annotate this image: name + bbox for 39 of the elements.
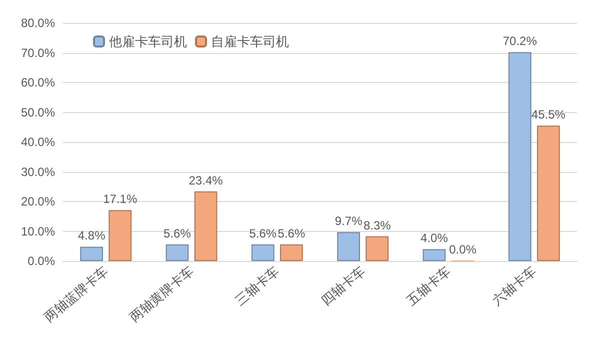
data-label: 23.4% xyxy=(188,173,224,188)
x-tick-label: 两轴黄牌卡车 xyxy=(126,263,196,325)
legend-label: 自雇卡车司机 xyxy=(211,34,289,49)
x-tick-label: 六轴卡车 xyxy=(490,263,539,308)
data-label: 0.0% xyxy=(449,242,477,256)
y-tick-label: 70.0% xyxy=(20,46,56,60)
data-label: 8.3% xyxy=(363,218,392,232)
y-tick-label: 20.0% xyxy=(20,194,56,208)
x-tick-label: 四轴卡车 xyxy=(318,263,368,308)
y-tick-label: 0.0% xyxy=(28,254,56,268)
legend-label: 他雇卡车司机 xyxy=(109,34,187,49)
bar xyxy=(194,191,218,261)
data-label: 5.6% xyxy=(164,226,192,240)
y-tick-label: 50.0% xyxy=(20,105,56,120)
bar xyxy=(366,236,389,261)
bar xyxy=(108,210,132,261)
data-label: 70.2% xyxy=(502,34,538,48)
bar xyxy=(251,244,274,261)
bar xyxy=(537,126,560,261)
x-tick-label: 五轴卡车 xyxy=(404,263,454,308)
bar xyxy=(280,244,303,261)
y-tick-label: 30.0% xyxy=(20,164,56,179)
bar xyxy=(166,244,189,261)
bar xyxy=(337,232,360,261)
data-label: 17.1% xyxy=(103,192,138,206)
bar xyxy=(508,52,532,261)
y-tick-label: 10.0% xyxy=(20,224,56,238)
data-label: 4.8% xyxy=(78,228,106,243)
data-label: 5.6% xyxy=(249,226,277,240)
bar xyxy=(422,249,446,261)
data-label: 45.5% xyxy=(531,108,566,122)
data-label: 5.6% xyxy=(278,226,306,240)
y-tick-label: 40.0% xyxy=(20,135,56,149)
y-tick-label: 60.0% xyxy=(20,76,56,90)
data-label: 4.0% xyxy=(420,231,448,246)
bar xyxy=(80,246,103,261)
data-label: 9.7% xyxy=(334,214,363,228)
y-tick-label: 80.0% xyxy=(20,16,56,30)
x-tick-label: 三轴卡车 xyxy=(232,263,282,308)
